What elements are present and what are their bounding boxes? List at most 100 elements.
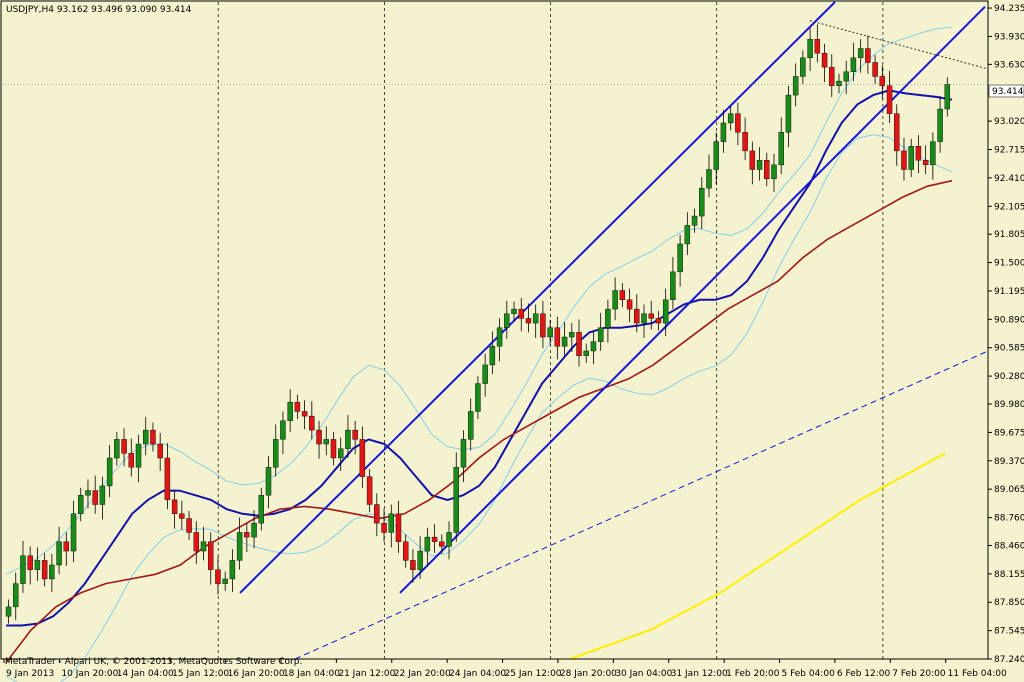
candle bbox=[894, 104, 900, 166]
price-tick-label: 93.020 bbox=[994, 117, 1024, 127]
candle bbox=[807, 28, 813, 71]
candle bbox=[381, 508, 387, 542]
candle bbox=[814, 24, 821, 63]
candle bbox=[374, 493, 380, 537]
ma-fast-line bbox=[6, 89, 953, 627]
candle bbox=[865, 35, 871, 74]
candle bbox=[294, 394, 301, 419]
candle bbox=[547, 320, 553, 345]
candle bbox=[554, 316, 561, 360]
price-tick-label: 92.715 bbox=[994, 145, 1024, 155]
price-tick-label: 93.930 bbox=[994, 32, 1024, 42]
candle bbox=[13, 572, 19, 620]
candle bbox=[749, 141, 756, 185]
candle bbox=[699, 176, 705, 230]
candle bbox=[504, 300, 510, 339]
time-tick-label: 21 Jan 12:00 bbox=[338, 669, 395, 679]
candle bbox=[20, 540, 26, 593]
price-tick-label: 94.235 bbox=[994, 4, 1024, 14]
candle bbox=[92, 475, 98, 514]
candle bbox=[706, 154, 712, 198]
last-price-label: 93.414 bbox=[992, 87, 1024, 97]
candle bbox=[901, 137, 907, 181]
candle bbox=[540, 300, 546, 349]
candle bbox=[561, 322, 568, 356]
candle bbox=[345, 415, 351, 458]
price-tick-label: 92.410 bbox=[994, 174, 1024, 184]
time-tick-label: 18 Jan 04:00 bbox=[283, 669, 340, 679]
candle bbox=[489, 331, 496, 375]
candle bbox=[78, 487, 84, 522]
price-tick-label: 91.195 bbox=[994, 287, 1024, 297]
indicator-lines bbox=[5, 1, 989, 682]
candle bbox=[850, 42, 857, 82]
candle bbox=[720, 109, 727, 153]
candle bbox=[186, 511, 192, 540]
candle bbox=[417, 536, 423, 579]
candle bbox=[143, 417, 149, 456]
candle bbox=[99, 476, 106, 520]
candle bbox=[662, 288, 669, 337]
candle bbox=[821, 43, 828, 83]
candle bbox=[200, 526, 207, 561]
candle bbox=[670, 256, 676, 310]
candle bbox=[843, 60, 849, 95]
candle bbox=[576, 319, 582, 367]
candle bbox=[764, 152, 770, 187]
time-tick-label: 6 Feb 12:00 bbox=[837, 669, 891, 679]
resistance-line bbox=[809, 20, 989, 70]
candle bbox=[467, 398, 474, 451]
candle bbox=[908, 138, 914, 177]
candle bbox=[150, 422, 156, 452]
time-tick-label: 25 Jan 12:00 bbox=[505, 669, 562, 679]
price-tick-label: 90.890 bbox=[994, 315, 1024, 325]
time-tick-label: 11 Feb 04:00 bbox=[948, 669, 1007, 679]
candle bbox=[272, 424, 279, 477]
candle bbox=[215, 556, 221, 595]
candle bbox=[128, 438, 135, 477]
candle bbox=[460, 430, 467, 483]
candles bbox=[5, 24, 951, 624]
price-tick-label: 89.065 bbox=[994, 485, 1024, 495]
candle bbox=[518, 297, 524, 332]
time-tick-label: 7 Feb 20:00 bbox=[892, 669, 946, 679]
candle bbox=[410, 549, 416, 583]
candle bbox=[655, 310, 662, 331]
candle bbox=[446, 521, 452, 560]
candle bbox=[511, 301, 517, 322]
price-tick-label: 88.460 bbox=[994, 541, 1024, 551]
candle bbox=[879, 65, 886, 99]
price-tick-label: 87.240 bbox=[994, 655, 1024, 665]
candle bbox=[872, 55, 878, 84]
price-tick-label: 89.980 bbox=[994, 400, 1024, 410]
candle bbox=[475, 376, 481, 419]
candle bbox=[677, 234, 683, 287]
candle bbox=[388, 504, 394, 548]
vertical-gridlines bbox=[217, 2, 884, 659]
price-tick-label: 87.545 bbox=[994, 627, 1024, 637]
candle bbox=[251, 510, 257, 549]
time-tick-label: 24 Jan 04:00 bbox=[449, 669, 506, 679]
time-tick-label: 14 Jan 04:00 bbox=[117, 669, 174, 679]
candle bbox=[366, 469, 373, 512]
candle bbox=[280, 411, 286, 455]
candle bbox=[857, 39, 864, 73]
candle bbox=[937, 95, 943, 153]
candle bbox=[634, 294, 640, 333]
channel-upper-line bbox=[239, 1, 836, 594]
candle bbox=[85, 479, 91, 509]
candle bbox=[229, 549, 236, 592]
candle bbox=[648, 300, 654, 330]
candle bbox=[829, 54, 835, 97]
candle bbox=[309, 401, 315, 440]
candle bbox=[735, 102, 741, 146]
time-tick-label: 1 Feb 20:00 bbox=[726, 669, 780, 679]
time-tick-label: 10 Jan 20:00 bbox=[61, 669, 118, 679]
candle bbox=[164, 443, 171, 510]
candle bbox=[482, 353, 488, 397]
candle bbox=[193, 521, 200, 565]
price-axis: 94.23593.93093.63093.32593.02092.71592.4… bbox=[2, 4, 1024, 665]
candle bbox=[265, 456, 272, 509]
